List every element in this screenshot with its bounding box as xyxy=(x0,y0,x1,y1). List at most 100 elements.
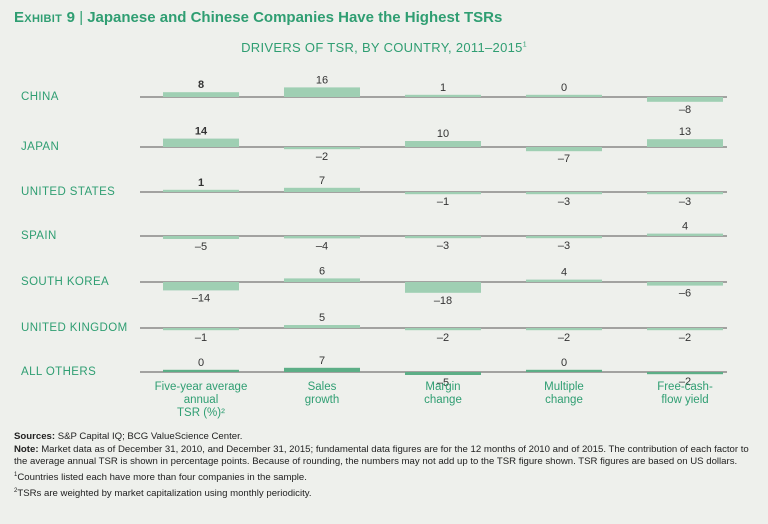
bar xyxy=(405,282,481,293)
bar xyxy=(647,139,723,147)
country-label: ALL OTHERS xyxy=(21,366,96,378)
exhibit-label: Exhibit 9 xyxy=(14,9,76,26)
country-label: SPAIN xyxy=(21,230,57,242)
bar xyxy=(526,94,602,97)
bar xyxy=(526,192,602,195)
data-label: –5 xyxy=(437,377,449,389)
footnote-1: 1Countries listed each have more than fo… xyxy=(14,469,759,485)
bar xyxy=(647,97,723,102)
bar xyxy=(163,138,239,147)
data-label: –6 xyxy=(679,288,691,300)
footnote-2: 2TSRs are weighted by market capitalizat… xyxy=(14,485,759,501)
data-label: –7 xyxy=(558,153,570,165)
bar xyxy=(405,372,481,375)
chart-subtitle-text: DRIVERS OF TSR, BY COUNTRY, 2011–2015 xyxy=(241,40,523,55)
note-line: Note: Market data as of December 31, 201… xyxy=(14,444,759,469)
data-label: –2 xyxy=(679,332,691,344)
data-label: –2 xyxy=(558,332,570,344)
sources-text: S&P Capital IQ; BCG ValueScience Center. xyxy=(57,431,243,442)
metric-label: Free-cash- xyxy=(657,381,713,393)
data-label: 10 xyxy=(437,128,449,140)
metric-label: growth xyxy=(305,394,340,406)
data-label: –1 xyxy=(195,332,207,344)
data-label: –2 xyxy=(437,332,449,344)
bar xyxy=(405,94,481,97)
data-label: 16 xyxy=(316,74,328,86)
data-label: –3 xyxy=(679,196,691,208)
exhibit-title-text: Japanese and Chinese Companies Have the … xyxy=(87,9,503,26)
country-label: CHINA xyxy=(21,91,59,103)
data-label: 13 xyxy=(679,126,691,138)
bar xyxy=(526,328,602,331)
data-label: 6 xyxy=(319,265,325,277)
data-label: –3 xyxy=(558,196,570,208)
country-label: JAPAN xyxy=(21,141,59,153)
data-label: 14 xyxy=(195,126,208,138)
data-label: 1 xyxy=(198,177,204,189)
data-label: 0 xyxy=(561,82,567,94)
note-label: Note: xyxy=(14,443,39,455)
data-label: 0 xyxy=(561,357,567,369)
metric-label: flow yield xyxy=(661,394,708,406)
bar xyxy=(163,236,239,239)
bar xyxy=(405,141,481,147)
metric-label: change xyxy=(424,394,462,406)
data-label: 5 xyxy=(319,312,325,324)
data-label: –4 xyxy=(316,240,328,252)
bar xyxy=(647,372,723,375)
bar xyxy=(284,367,360,372)
country-label: UNITED STATES xyxy=(21,186,115,198)
data-label: 7 xyxy=(319,175,325,187)
data-label: –8 xyxy=(679,104,691,116)
bar xyxy=(284,325,360,328)
bar xyxy=(163,328,239,331)
bar xyxy=(284,236,360,239)
chart-subtitle: DRIVERS OF TSR, BY COUNTRY, 2011–20151 xyxy=(0,40,768,55)
bar xyxy=(526,236,602,239)
metric-label: Five-year average xyxy=(155,381,248,393)
metric-label: TSR (%)² xyxy=(177,407,225,419)
metric-label: Margin xyxy=(425,381,460,393)
data-label: 4 xyxy=(682,221,688,233)
title-separator: | xyxy=(79,9,84,26)
country-label: UNITED KINGDOM xyxy=(21,322,128,334)
country-label: SOUTH KOREA xyxy=(21,276,109,288)
note-text: Market data as of December 31, 2010, and… xyxy=(14,443,749,468)
footnote-1-marker: 1 xyxy=(14,471,18,478)
data-label: –2 xyxy=(679,376,691,388)
metric-label: change xyxy=(545,394,583,406)
footnote-1-text: Countries listed each have more than fou… xyxy=(17,471,307,483)
metric-label: Multiple xyxy=(544,381,584,393)
data-label: 0 xyxy=(198,357,204,369)
bar xyxy=(163,189,239,192)
data-label: 4 xyxy=(561,267,567,279)
bar xyxy=(284,187,360,192)
bar xyxy=(405,328,481,331)
data-label: 1 xyxy=(440,82,446,94)
bar xyxy=(526,147,602,152)
data-label: –2 xyxy=(316,151,328,163)
bar xyxy=(647,192,723,195)
bar xyxy=(284,87,360,97)
footnote-2-marker: 2 xyxy=(14,487,18,494)
bar xyxy=(405,192,481,195)
sources-line: Sources: S&P Capital IQ; BCG ValueScienc… xyxy=(14,431,759,444)
footnote-2-text: TSRs are weighted by market capitalizati… xyxy=(17,487,312,499)
footnotes: Sources: S&P Capital IQ; BCG ValueScienc… xyxy=(14,431,759,500)
sources-label: Sources: xyxy=(14,431,56,442)
bar xyxy=(526,369,602,372)
bar xyxy=(163,369,239,372)
bar xyxy=(284,278,360,282)
bar xyxy=(647,282,723,286)
data-label: 7 xyxy=(319,355,325,367)
bar xyxy=(163,282,239,291)
metric-label: Sales xyxy=(308,381,337,393)
metric-label: annual xyxy=(184,394,219,406)
data-label: –3 xyxy=(558,240,570,252)
bar xyxy=(163,92,239,97)
data-label: –18 xyxy=(434,295,452,307)
bar xyxy=(405,236,481,239)
bar xyxy=(647,233,723,236)
data-label: –3 xyxy=(437,240,449,252)
